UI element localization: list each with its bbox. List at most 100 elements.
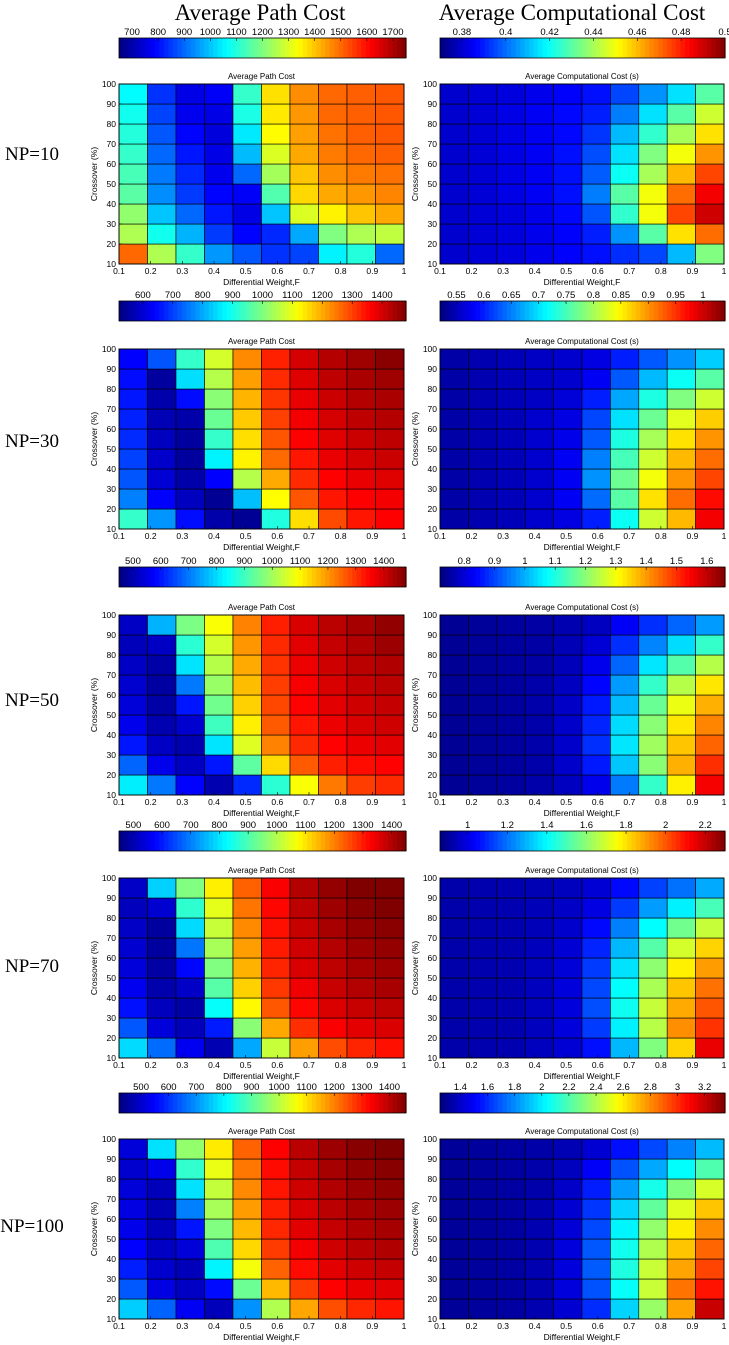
colorbar-segment [720, 567, 726, 587]
heatmap-cell [147, 123, 177, 145]
heatmap-cell [375, 977, 405, 999]
x-tick-label: 1 [722, 797, 727, 807]
colorbar-segment [163, 831, 169, 851]
heatmap-cell [289, 163, 319, 185]
heatmap-cell [147, 674, 177, 696]
heatmap-cell [553, 774, 583, 796]
colorbar-segment [680, 831, 686, 851]
heatmap-cell [666, 183, 696, 205]
y-tick-label: 80 [107, 384, 117, 394]
heatmap-cell [610, 163, 640, 185]
plot-frame [439, 83, 725, 265]
heatmap-cell [695, 1198, 725, 1220]
heatmap-cell [496, 694, 526, 716]
colorbar-segment [644, 1093, 650, 1113]
colorbar-segment [343, 831, 349, 851]
x-tick-label: 0.4 [529, 797, 541, 807]
colorbar-tick-label: 1300 [278, 27, 299, 38]
colorbar-segment [564, 831, 570, 851]
heatmap-cell [204, 388, 234, 410]
heatmap-cell [638, 368, 668, 390]
heatmap-cell [610, 1198, 640, 1220]
colorbar-tick-label: 1 [465, 820, 470, 831]
colorbar-tick-label: 600 [154, 820, 170, 831]
heatmap-cell [496, 997, 526, 1019]
heatmap-cell [346, 1198, 376, 1220]
heatmap-cell [175, 1158, 205, 1180]
colorbar-segment [698, 301, 704, 321]
heatmap-cell [204, 977, 234, 999]
colorbar-segment [311, 1093, 317, 1113]
heatmap-cell [318, 508, 348, 530]
heatmap-cell [666, 83, 696, 105]
heatmap-cell [346, 448, 376, 470]
colorbar-segment [573, 1093, 579, 1113]
colorbar-segment [325, 831, 331, 851]
colorbar-segment [493, 567, 499, 587]
heatmap-cell [581, 1178, 611, 1200]
colorbar-segment [569, 301, 575, 321]
heatmap-cell [289, 977, 319, 999]
colorbar-segment [591, 1093, 597, 1113]
heatmap-cell [147, 448, 177, 470]
colorbar-segment [578, 38, 584, 58]
colorbar-segment [693, 567, 699, 587]
heatmap-cell [524, 83, 554, 105]
heatmap-cell [496, 143, 526, 165]
x-tick-label: 0.2 [145, 797, 157, 807]
heatmap-cell [118, 1037, 148, 1059]
x-tick-label: 0.5 [240, 266, 252, 276]
heatmap-cell [147, 1238, 177, 1260]
heatmap-cell [581, 388, 611, 410]
heatmap-cell [232, 897, 262, 919]
colorbar-tick-label: 1.4 [454, 1082, 467, 1093]
heatmap-cell [318, 694, 348, 716]
heatmap-cell [638, 714, 668, 736]
colorbar-segment [307, 831, 313, 851]
heatmap-cell [232, 754, 262, 776]
colorbar-tick-label: 600 [135, 290, 151, 301]
colorbar-segment [702, 567, 708, 587]
heatmap-cell [232, 243, 262, 265]
heatmap-cell [147, 1158, 177, 1180]
x-tick-label: 0.4 [208, 1060, 220, 1070]
colorbar-tick-label: 800 [195, 290, 211, 301]
heatmap-cell [261, 1258, 291, 1280]
colorbar-segment [542, 301, 548, 321]
x-tick-label: 1 [402, 797, 407, 807]
heatmap-cell [581, 468, 611, 490]
heatmap-cell [581, 654, 611, 676]
colorbar-frame [439, 300, 726, 322]
colorbar-segment [511, 38, 517, 58]
y-tick-label: 100 [102, 873, 116, 883]
colorbar-segment [582, 567, 588, 587]
x-tick-label: 0.2 [145, 1060, 157, 1070]
colorbar-segment [684, 38, 690, 58]
heatmap-cell [318, 1238, 348, 1260]
colorbar-tick-label: 1100 [290, 556, 310, 567]
heatmap-cell [695, 957, 725, 979]
colorbar-segment [693, 38, 699, 58]
colorbar-segment [320, 567, 326, 587]
heatmap-cell [261, 937, 291, 959]
colorbar-segment [466, 38, 472, 58]
heatmap-cell [666, 388, 696, 410]
colorbar-segment [383, 301, 389, 321]
y-tick-label: 40 [428, 464, 438, 474]
colorbar-segment [586, 38, 593, 58]
heatmap-cell [553, 183, 583, 205]
colorbar-segment [249, 38, 255, 58]
colorbar-segment [365, 38, 371, 58]
colorbar-tick-label: 1400 [381, 820, 402, 831]
colorbar-segment [488, 301, 495, 321]
heatmap-cell [118, 448, 148, 470]
heatmap-cell [261, 448, 291, 470]
heatmap-cell [666, 163, 696, 185]
heatmap-cell [695, 937, 725, 959]
x-tick-label: 0.6 [271, 1060, 283, 1070]
heatmap-cell [318, 734, 348, 756]
colorbar-segment [119, 38, 125, 58]
heatmap-cell [666, 123, 696, 145]
heatmap-cell [553, 957, 583, 979]
heatmap-cell [553, 1158, 583, 1180]
